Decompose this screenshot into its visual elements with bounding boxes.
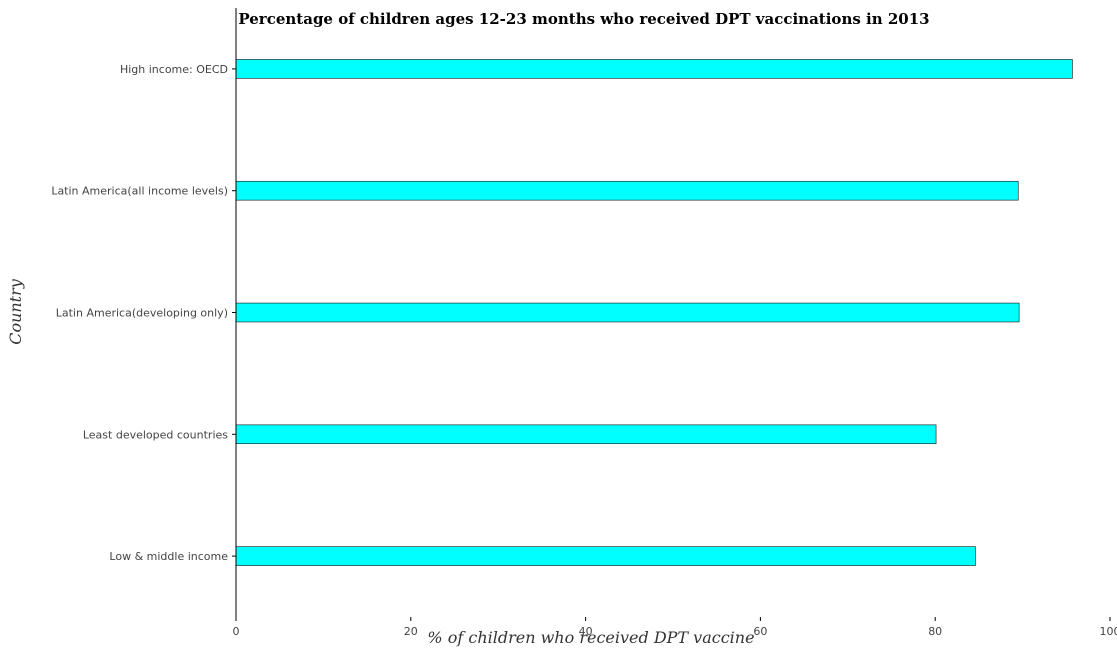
y-tick-label-3: Least developed countries (83, 428, 228, 441)
x-tick-label-1: 20 (404, 625, 418, 638)
x-tick-label-2: 40 (579, 625, 593, 638)
bar-4 (235, 546, 976, 566)
y-tick-label-0: High income: OECD (120, 63, 228, 76)
bars-group (235, 59, 1073, 566)
x-tick-label-5: 100 (1100, 625, 1117, 638)
x-axis-label: % of children who received DPT vaccine (427, 628, 754, 647)
bar-3 (235, 424, 937, 445)
x-tick-label-4: 80 (928, 625, 942, 638)
y-axis-label: Country (6, 278, 25, 345)
bar-1 (235, 180, 1019, 201)
bar-0 (235, 59, 1073, 79)
bar-2 (235, 302, 1020, 323)
y-ticks-group: High income: OECD Latin America(all incom… (51, 63, 236, 563)
x-tick-label-3: 60 (753, 625, 767, 638)
y-tick-label-1: Latin America(all income levels) (51, 185, 228, 198)
y-tick-label-2: Latin America(developing only) (56, 307, 228, 320)
x-ticks-group: 0 20 40 60 80 100 (233, 617, 1117, 638)
chart-title: Percentage of children ages 12-23 months… (238, 10, 929, 28)
x-tick-label-0: 0 (233, 625, 240, 638)
y-tick-label-4: Low & middle income (109, 550, 228, 563)
